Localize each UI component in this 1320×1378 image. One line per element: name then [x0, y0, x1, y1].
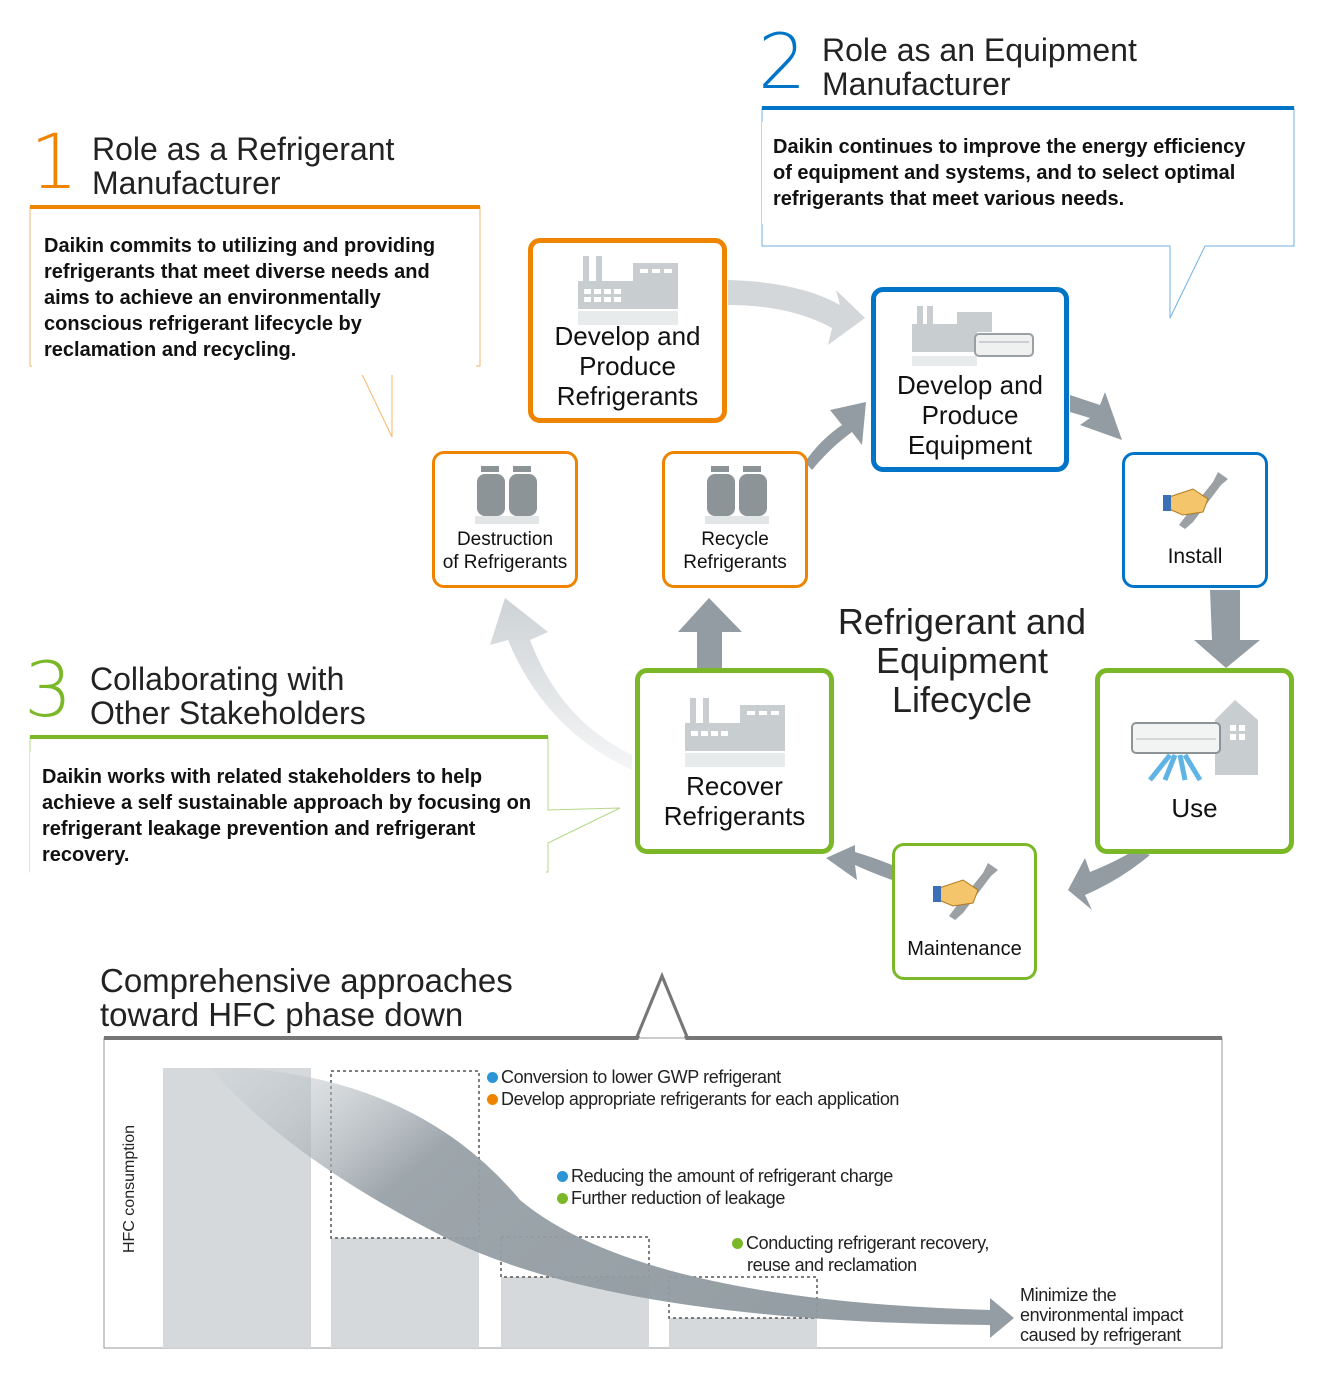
- gas-cylinders-icon: [475, 466, 539, 524]
- arrow-recycle-to-equipment: [805, 402, 866, 470]
- reduction-curve-arrow: [210, 1068, 1014, 1338]
- bar-4: [669, 1318, 817, 1348]
- arrow-recover-to-destruction: [490, 598, 632, 770]
- arrow-maintenance-to-recover: [826, 845, 892, 880]
- arrow-use-to-maintenance: [1068, 850, 1150, 910]
- step-recycle-refrigerants: Recycle Refrigerants: [662, 451, 808, 588]
- factory-icon: [685, 698, 785, 767]
- role-2-number: 2: [758, 17, 807, 106]
- bullet-dot-icon: [487, 1072, 498, 1083]
- lifecycle-title: Refrigerant and Equipment Lifecycle: [837, 601, 1087, 720]
- y-axis-label: HFC consumption: [121, 1124, 138, 1254]
- step-install: Install: [1122, 452, 1268, 588]
- role-1-description: Daikin commits to utilizing and providin…: [32, 221, 476, 375]
- bullet-dot-icon: [557, 1193, 568, 1204]
- step-develop-equipment: Develop and Produce Equipment: [871, 287, 1069, 472]
- step-maintenance: Maintenance: [892, 843, 1037, 980]
- role-3-title: Collaborating with Other Stakeholders: [90, 661, 366, 731]
- dotted-reduction-4: [668, 1276, 818, 1319]
- air-conditioner-house-icon: [1131, 700, 1258, 782]
- role-2-description: Daikin continues to improve the energy e…: [762, 122, 1262, 224]
- bar-2: [331, 1238, 479, 1348]
- arrow-equipment-to-install: [1070, 392, 1122, 440]
- note-develop: Develop appropriate refrigerants for eac…: [487, 1088, 899, 1110]
- arrow-recover-to-recycle: [678, 598, 742, 668]
- note-reduce-leakage: Further reduction of leakage: [557, 1187, 785, 1209]
- step-destruction-of-refrigerants: Destruction of Refrigerants: [432, 451, 578, 588]
- step-use: Use: [1095, 668, 1294, 854]
- arrow-refrigerants-to-equipment: [728, 280, 865, 345]
- factory-air-conditioner-icon: [912, 306, 1034, 366]
- role-2-title: Role as an Equipment Manufacturer: [822, 32, 1137, 102]
- role-3-description: Daikin works with related stakeholders t…: [30, 752, 546, 880]
- role-1-title: Role as a Refrigerant Manufacturer: [92, 131, 395, 201]
- role-1-number: 1: [30, 117, 79, 206]
- gas-cylinders-icon: [705, 466, 769, 524]
- role-3-number: 3: [24, 645, 73, 734]
- arrow-install-to-use: [1194, 590, 1260, 668]
- bullet-dot-icon: [732, 1238, 743, 1249]
- note-conversion: Conversion to lower GWP refrigerant: [487, 1066, 781, 1088]
- hand-wrench-icon: [1163, 472, 1228, 529]
- factory-icon: [578, 256, 678, 325]
- step-develop-refrigerants: Develop and Produce Refrigerants: [528, 238, 727, 423]
- bullet-dot-icon: [557, 1171, 568, 1182]
- step-recover-refrigerants: Recover Refrigerants: [635, 668, 834, 854]
- bullet-dot-icon: [487, 1094, 498, 1105]
- goal-text: Minimize the environmental impact caused b…: [1020, 1285, 1184, 1345]
- note-reduce-charge: Reducing the amount of refrigerant charg…: [557, 1165, 893, 1187]
- hand-wrench-icon: [933, 863, 998, 920]
- note-recovery: Conducting refrigerant recovery, reuse an…: [732, 1232, 989, 1276]
- approaches-title: Comprehensive approaches toward HFC phase…: [100, 962, 513, 1033]
